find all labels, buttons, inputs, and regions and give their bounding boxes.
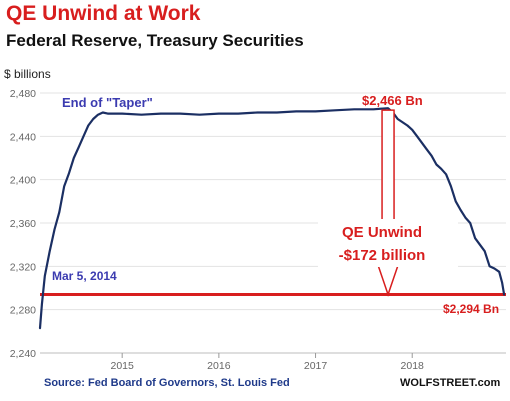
y-tick-label: 2,240 — [10, 348, 36, 360]
annotation-end-of-taper: End of "Taper" — [62, 95, 153, 110]
annotation-unwind-amount: -$172 billion — [339, 247, 426, 264]
unwind-label-backing — [318, 219, 458, 267]
x-tick-label: 2018 — [401, 360, 425, 372]
source-note: Source: Fed Board of Governors, St. Loui… — [44, 377, 290, 389]
brand-label: WOLFSTREET.com — [400, 377, 501, 389]
annotation-start-date: Mar 5, 2014 — [52, 269, 117, 283]
y-tick-label: 2,480 — [10, 88, 36, 100]
y-tick-label: 2,360 — [10, 218, 36, 230]
data-line-series — [38, 107, 506, 330]
annotation-qe-unwind: QE Unwind — [342, 224, 422, 241]
y-tick-label: 2,280 — [10, 305, 36, 317]
annotation-peak-value: $2,466 Bn — [362, 93, 423, 108]
x-tick-label: 2015 — [110, 360, 134, 372]
y-tick-label: 2,400 — [10, 175, 36, 187]
y-tick-label: 2,440 — [10, 131, 36, 143]
x-tick-label: 2017 — [304, 360, 328, 372]
annotation-end-value: $2,294 Bn — [443, 302, 499, 316]
chart-subtitle: Federal Reserve, Treasury Securities — [6, 31, 304, 50]
y-tick-label: 2,320 — [10, 261, 36, 273]
x-tick-label: 2016 — [207, 360, 231, 372]
chart-title: QE Unwind at Work — [6, 2, 201, 25]
y-axis-units: $ billions — [4, 67, 51, 81]
